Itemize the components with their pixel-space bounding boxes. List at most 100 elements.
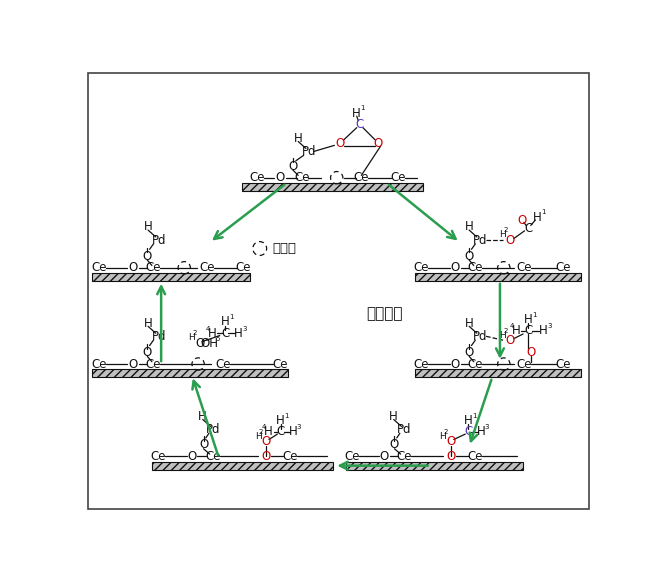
Text: 4: 4 [206,325,211,332]
Text: Ce: Ce [517,358,533,370]
Text: Ce: Ce [294,171,310,184]
Text: O: O [506,335,515,347]
Text: Ce: Ce [555,358,571,370]
Text: C: C [221,327,229,340]
Text: O: O [195,337,205,350]
Text: Ce: Ce [414,262,429,274]
Text: O: O [261,450,271,463]
Text: 2: 2 [503,328,508,334]
Text: Ce: Ce [205,450,220,463]
Text: H: H [255,432,261,441]
Text: OH: OH [201,337,218,350]
Text: O: O [129,262,138,274]
Bar [415,369,581,377]
Text: H: H [440,432,446,441]
Text: 2: 2 [503,227,508,233]
Text: 3: 3 [242,325,247,332]
Text: H: H [533,211,541,224]
Text: H: H [276,414,285,427]
Text: O: O [465,346,474,359]
Text: Ce: Ce [92,358,108,370]
Text: Ce: Ce [555,262,571,274]
Text: O: O [517,214,526,226]
Text: C: C [524,222,533,235]
Text: Ce: Ce [146,358,161,370]
Text: H: H [464,414,473,427]
Text: O: O [143,346,152,359]
Text: 2: 2 [192,330,197,336]
Text: H: H [512,324,521,338]
Text: H: H [264,425,273,438]
Bar [92,369,288,377]
Text: O: O [187,450,197,463]
Text: H: H [539,324,547,338]
Text: H: H [144,221,152,233]
Text: O: O [288,160,298,173]
Text: 1: 1 [284,412,289,419]
Text: Ce: Ce [467,358,483,370]
Text: 4: 4 [261,424,266,430]
Text: 甲醇合成: 甲醇合成 [366,306,403,321]
Text: 3: 3 [297,424,301,430]
Text: 3: 3 [484,424,489,430]
Text: 1: 1 [533,312,537,318]
Text: Pd: Pd [473,330,487,343]
Text: Pd: Pd [473,233,487,247]
Text: C: C [464,425,473,438]
Text: Ce: Ce [414,358,429,370]
Text: H: H [144,317,152,329]
Text: C: C [524,324,533,338]
Text: C: C [277,425,284,438]
Text: Ce: Ce [467,262,483,274]
Text: O: O [261,435,271,448]
Text: Ce: Ce [354,171,369,184]
Text: H: H [465,317,473,329]
Text: Ce: Ce [92,262,108,274]
Text: H: H [234,327,242,340]
Text: O: O [379,450,389,463]
Text: C: C [356,118,364,131]
Text: Ce: Ce [467,450,483,463]
Text: Ce: Ce [249,171,265,184]
Text: Pd: Pd [207,423,220,436]
Text: 2: 2 [258,429,263,435]
Text: 2: 2 [443,429,447,435]
Text: H: H [477,425,486,438]
Text: 4: 4 [510,323,514,329]
Text: Pd: Pd [152,233,166,247]
Text: H: H [220,315,230,328]
Text: 3: 3 [547,323,552,329]
Text: H: H [294,132,302,145]
Text: O: O [506,233,515,247]
Text: O: O [199,438,208,452]
Text: Ce: Ce [150,450,166,463]
Text: H: H [208,327,216,340]
Text: Ce: Ce [517,262,533,274]
Bar [152,462,333,469]
Text: O: O [446,435,455,448]
Text: Ce: Ce [345,450,360,463]
Text: H: H [499,230,506,239]
Text: O: O [451,262,460,274]
Text: H: H [389,410,398,423]
Text: 1: 1 [541,209,545,215]
Text: Ce: Ce [391,171,406,184]
Text: O: O [374,137,383,150]
Text: 5: 5 [216,336,220,342]
Text: Ce: Ce [199,262,215,274]
Text: H: H [499,331,506,340]
Text: H: H [189,334,195,342]
Text: O: O [143,250,152,263]
Text: H: H [465,221,473,233]
Text: O: O [446,450,455,463]
Text: O: O [335,137,345,150]
Text: 氧空位: 氧空位 [273,242,297,255]
Text: H: H [289,425,298,438]
Text: 1: 1 [473,412,477,419]
Text: H: H [199,410,207,423]
Bar [242,183,423,191]
Text: Ce: Ce [282,450,298,463]
Text: Pd: Pd [302,145,316,158]
Text: O: O [526,346,535,359]
Bar [415,273,581,281]
